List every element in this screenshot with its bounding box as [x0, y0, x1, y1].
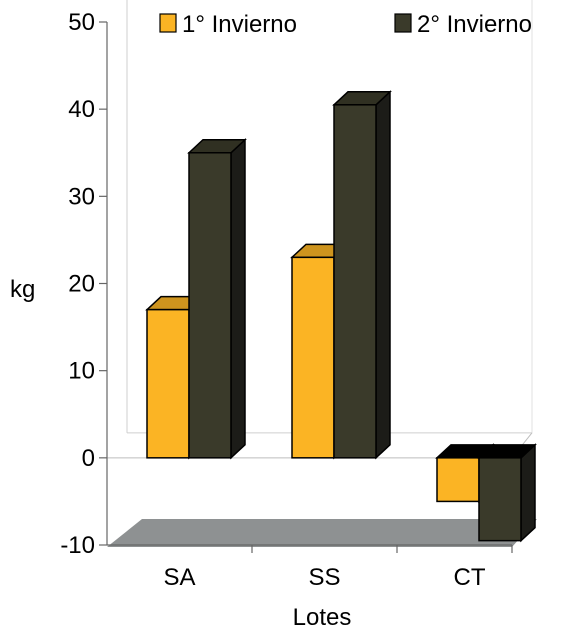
legend-label: 1° Invierno	[182, 11, 297, 38]
y-tick-label: -10	[60, 532, 95, 559]
legend-item-2: 2° Invierno	[394, 11, 532, 38]
x-category-label: CT	[454, 564, 486, 591]
chart-bars	[145, 90, 537, 543]
legend-item-1: 1° Invierno	[159, 11, 297, 38]
x-category-label: SA	[163, 564, 195, 591]
y-axis-ticks: -10 0 10 20 30 40 50	[60, 9, 107, 559]
x-axis-categories: SA SS CT	[163, 545, 513, 591]
x-axis-title: Lotes	[293, 604, 352, 629]
y-tick-label: 30	[68, 183, 95, 210]
y-tick-label: 50	[68, 9, 95, 36]
legend-label: 2° Invierno	[417, 11, 532, 38]
y-tick-label: 20	[68, 271, 95, 298]
x-category-label: SS	[308, 564, 340, 591]
legend-swatch	[159, 13, 177, 33]
bar-2-sa	[187, 138, 247, 460]
y-tick-label: 10	[68, 358, 95, 385]
legend-swatch	[394, 13, 412, 33]
bar-2-ss	[332, 90, 392, 460]
y-axis-title: kg	[10, 276, 35, 303]
y-tick-label: 40	[68, 96, 95, 123]
y-tick-label: 0	[82, 445, 95, 472]
bar-2-ct	[477, 443, 537, 543]
chart-floor	[107, 519, 537, 547]
legend: 1° Invierno 2° Invierno	[159, 11, 532, 38]
